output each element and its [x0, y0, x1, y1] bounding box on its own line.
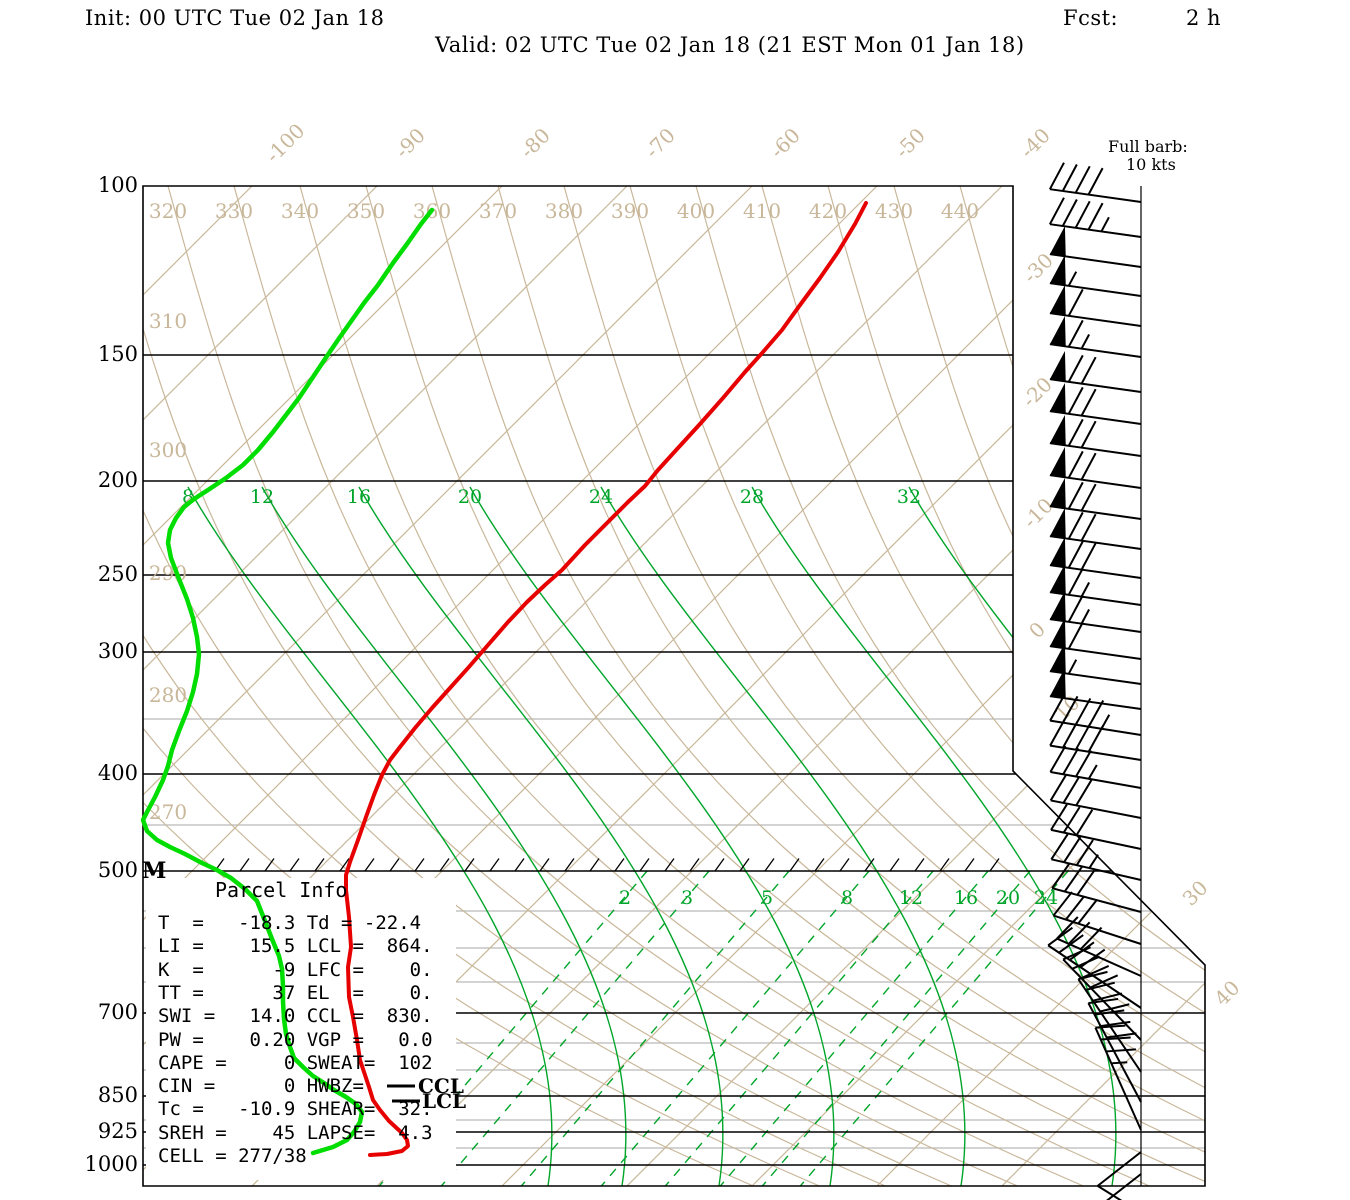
svg-text:-80: -80 — [515, 123, 555, 163]
svg-text:-10: -10 — [1018, 493, 1058, 533]
svg-text:340: 340 — [281, 199, 319, 223]
svg-text:20: 20 — [458, 486, 482, 508]
fcst-value: 2 h — [1186, 6, 1222, 30]
pressure-label-100: 100 — [97, 173, 138, 197]
svg-text:280: 280 — [149, 683, 187, 707]
svg-text:-70: -70 — [640, 123, 680, 163]
svg-text:24: 24 — [1034, 887, 1058, 909]
pressure-label-850: 850 — [97, 1083, 138, 1107]
svg-text:-100: -100 — [261, 119, 310, 168]
parcel-info-line: T = -18.3 Td = -22.4 — [158, 912, 422, 934]
svg-text:0: 0 — [1024, 617, 1050, 643]
pressure-label-1000: 1000 — [84, 1152, 138, 1176]
parcel-info-line: PW = 0.20 VGP = 0.0 — [158, 1028, 433, 1051]
parcel-info-line: SREH = 45 LAPSE= 4.3 — [158, 1121, 433, 1144]
valid-time-label: Valid: 02 UTC Tue 02 Jan 18 (21 EST Mon … — [435, 33, 1025, 57]
svg-text:5: 5 — [761, 887, 773, 909]
svg-text:28: 28 — [740, 486, 764, 508]
barb-legend-line2: 10 kts — [1126, 155, 1176, 174]
parcel-info-line: CELL = 277/38 — [158, 1145, 307, 1167]
svg-text:30: 30 — [1178, 876, 1213, 911]
ccl-level-label: CCL — [418, 1074, 464, 1098]
plot-border — [142, 185, 1206, 1187]
parcel-box-mask — [146, 878, 456, 1180]
svg-text:32: 32 — [897, 486, 921, 508]
svg-text:420: 420 — [809, 199, 847, 223]
pressure-label-300: 300 — [97, 639, 138, 663]
pressure-gridlines — [143, 354, 1205, 1166]
svg-text:2: 2 — [619, 887, 631, 909]
barb-legend-line1: Full barb: — [1108, 137, 1188, 156]
init-time-label: Init: 00 UTC Tue 02 Jan 18 — [85, 6, 385, 30]
svg-text:24: 24 — [589, 486, 613, 508]
svg-text:8: 8 — [841, 887, 853, 909]
svg-text:380: 380 — [545, 199, 583, 223]
svg-text:330: 330 — [215, 199, 253, 223]
temperature-curve — [344, 201, 868, 1157]
svg-text:440: 440 — [941, 199, 979, 223]
svg-text:430: 430 — [875, 199, 913, 223]
svg-text:-50: -50 — [890, 123, 930, 163]
svg-text:390: 390 — [611, 199, 649, 223]
pressure-label-700: 700 — [97, 1000, 138, 1024]
svg-text:16: 16 — [347, 486, 371, 508]
svg-text:410: 410 — [743, 199, 781, 223]
svg-text:-60: -60 — [765, 123, 805, 163]
lcl-level-label: LCL — [422, 1089, 467, 1113]
parcel-info-line: CIN = 0 HWBZ= — [158, 1075, 364, 1098]
parcel-info-line: TT = 37 EL = 0. — [158, 981, 433, 1004]
svg-text:20: 20 — [996, 887, 1020, 909]
svg-text:12: 12 — [899, 887, 923, 909]
svg-text:320: 320 — [149, 199, 187, 223]
pressure-label-500: 500 — [97, 858, 138, 882]
svg-text:3: 3 — [681, 887, 693, 909]
wind-barbs — [1047, 162, 1142, 1200]
svg-text:40: 40 — [1210, 976, 1245, 1011]
svg-text:400: 400 — [677, 199, 715, 223]
svg-text:370: 370 — [479, 199, 517, 223]
parcel-info-line: Tc = -10.9 SHEAR= 32. — [158, 1098, 433, 1121]
svg-text:-40: -40 — [1015, 123, 1055, 163]
svg-text:270: 270 — [149, 800, 187, 824]
svg-text:-90: -90 — [390, 123, 430, 163]
m-level-marker: M — [142, 858, 167, 884]
svg-text:350: 350 — [347, 199, 385, 223]
svg-text:300: 300 — [149, 438, 187, 462]
pressure-label-200: 200 — [97, 468, 138, 492]
parcel-info-line: LI = 15.5 LCL = 864. — [158, 935, 433, 958]
pressure-label-150: 150 — [97, 342, 138, 366]
pressure-label-250: 250 — [97, 562, 138, 586]
parcel-info-line: SWI = 14.0 CCL = 830. — [158, 1005, 433, 1028]
fcst-label: Fcst: — [1063, 6, 1119, 30]
pressure-label-400: 400 — [97, 761, 138, 785]
parcel-info-line: CAPE = 0 SWEAT= 102 — [158, 1051, 433, 1074]
parcel-info-line: K = -9 LFC = 0. — [158, 958, 433, 981]
moisture-line-labels: 8 12 16 20 24 28 322 3 5 8 12 16 20 24 — [182, 486, 1058, 909]
hatch-ticks — [214, 858, 1000, 872]
svg-text:16: 16 — [954, 887, 978, 909]
svg-text:12: 12 — [250, 486, 274, 508]
svg-text:310: 310 — [149, 309, 187, 333]
parcel-info-title: Parcel Info — [215, 878, 348, 902]
dewpoint-curve — [140, 207, 435, 1156]
pressure-label-925: 925 — [97, 1119, 138, 1143]
